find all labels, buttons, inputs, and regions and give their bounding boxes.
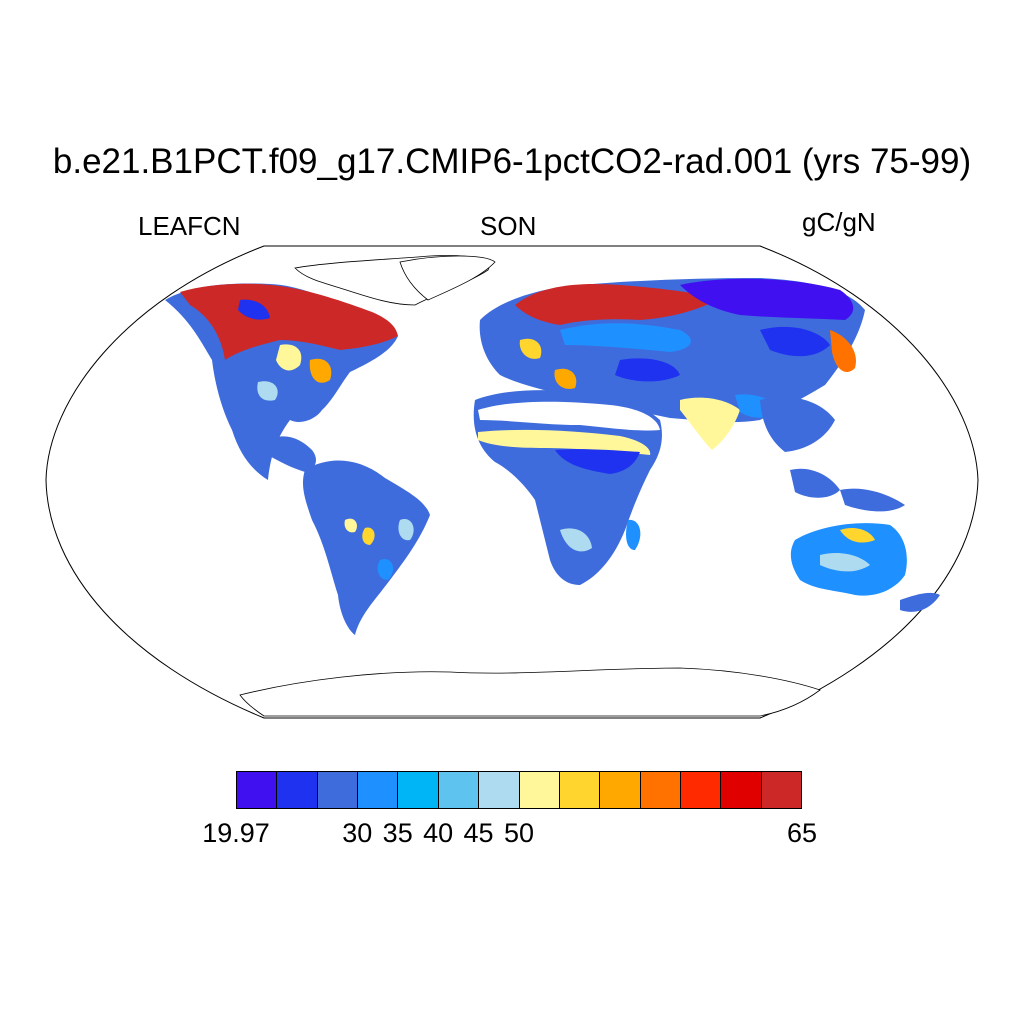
colorbar-label: 65	[786, 818, 818, 848]
eurasia	[479, 278, 865, 423]
map-title: b.e21.B1PCT.f09_g17.CMIP6-1pctCO2-rad.00…	[52, 142, 972, 181]
variable-label: LEAFCN	[138, 211, 241, 241]
east-asia	[760, 396, 905, 512]
colorbar-label: 50	[503, 818, 535, 848]
colorbar-label: 40	[423, 818, 454, 848]
antarctica-outline	[239, 667, 821, 717]
colorbar-swatch-1	[277, 772, 318, 808]
colorbar-swatch-6	[479, 772, 520, 808]
colorbar-swatch-2	[317, 772, 359, 808]
colorbar-swatch-0	[237, 772, 278, 808]
africa	[473, 390, 662, 585]
colorbar-swatch-4	[398, 772, 439, 808]
colorbar-swatch-9	[600, 772, 641, 808]
season-label: SON	[480, 211, 537, 241]
colorbar-label: 35	[382, 818, 413, 848]
colorbar-swatch-13	[761, 772, 802, 808]
colorbar-label: 30	[342, 818, 373, 848]
colorbar-swatch-3	[358, 772, 399, 808]
colorbar-swatch-7	[519, 772, 560, 808]
north-america	[165, 255, 496, 480]
colorbar-swatch-8	[559, 772, 601, 808]
colorbar-swatch-5	[438, 772, 480, 808]
south-america	[302, 460, 430, 635]
colorbar-swatch-11	[680, 772, 722, 808]
australia	[790, 523, 940, 612]
units-label: gC/gN	[802, 207, 876, 237]
colorbar	[236, 771, 802, 809]
colorbar-swatch-10	[640, 772, 681, 808]
colorbar-label: 45	[463, 818, 494, 848]
colorbar-swatch-12	[721, 772, 762, 808]
colorbar-label: 19.97	[202, 818, 270, 848]
